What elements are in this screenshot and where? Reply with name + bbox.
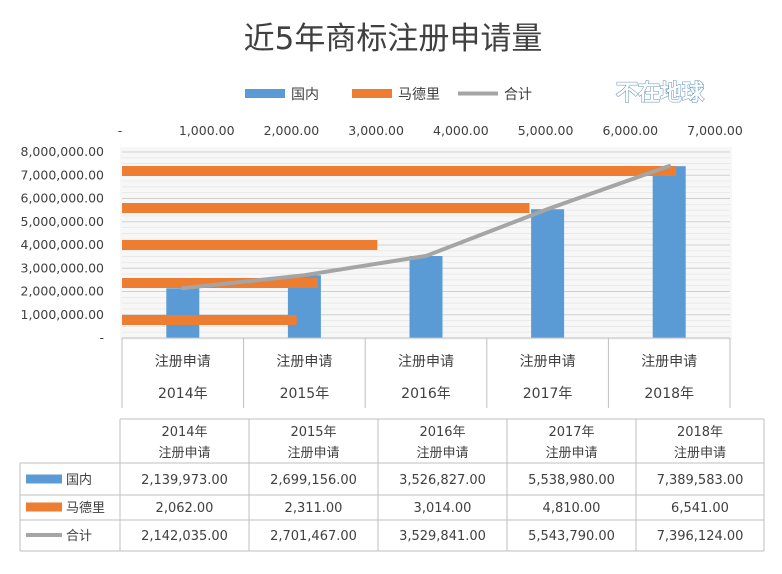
bar-madrid (122, 315, 297, 325)
table-row-label: 马德里 (66, 501, 105, 516)
y-tick-label: 7,000,000.00 (21, 167, 105, 182)
category-year: 2014年 (158, 386, 208, 402)
table-cell: 2,701,467.00 (270, 529, 357, 544)
category-label: 注册申请 (641, 354, 697, 370)
y-tick-label: 6,000,000.00 (21, 191, 105, 206)
column-domestic (531, 209, 565, 338)
table-header-year: 2014年 (161, 425, 207, 440)
table-cell: 2,062.00 (156, 501, 214, 516)
category-year: 2018年 (644, 386, 694, 402)
table-legend-key (26, 474, 62, 484)
table-cell: 7,389,583.00 (657, 473, 744, 488)
legend-label: 合计 (504, 87, 532, 103)
x2-tick-label: 4,000.00 (433, 123, 489, 138)
y-tick-label: 8,000,000.00 (21, 144, 105, 159)
table-cell: 6,541.00 (671, 501, 729, 516)
bar-madrid (122, 240, 378, 250)
y-tick-label: - (99, 330, 104, 345)
table-cell: 5,543,790.00 (528, 529, 615, 544)
table-header-label: 注册申请 (287, 446, 339, 461)
x2-tick-label: 1,000.00 (179, 123, 235, 138)
x2-tick-label: 6,000.00 (602, 123, 658, 138)
column-domestic (652, 166, 686, 338)
category-year: 2015年 (280, 386, 330, 402)
legend-swatch (245, 89, 285, 98)
category-year: 2016年 (401, 386, 451, 402)
category-label: 注册申请 (398, 354, 454, 370)
table-header-year: 2017年 (548, 425, 594, 440)
bar-madrid (122, 166, 677, 176)
y-tick-label: 5,000,000.00 (21, 214, 105, 229)
table-cell: 2,139,973.00 (141, 473, 228, 488)
category-year: 2017年 (523, 386, 573, 402)
legend: 国内 马德里 合计 (245, 87, 532, 103)
table-cell: 5,538,980.00 (528, 473, 615, 488)
line-total (180, 164, 672, 291)
table-cell: 2,311.00 (285, 501, 343, 516)
x2-tick-label: 7,000.00 (687, 123, 743, 138)
table-row-label: 国内 (66, 472, 92, 488)
table-header-year: 2018年 (677, 425, 723, 440)
column-domestic (409, 256, 443, 338)
table-cell: 3,529,841.00 (399, 529, 486, 544)
table-cell: 7,396,124.00 (657, 529, 744, 544)
category-label: 注册申请 (276, 354, 332, 370)
category-label: 注册申请 (520, 354, 576, 370)
y-tick-label: 4,000,000.00 (21, 237, 105, 252)
chart-title: 近5年商标注册申请量 (244, 21, 543, 57)
x2-tick-label: - (118, 123, 123, 138)
table-cell: 3,526,827.00 (399, 473, 486, 488)
y-tick-label: 3,000,000.00 (21, 260, 105, 275)
table-header-year: 2016年 (419, 425, 465, 440)
table-cell: 2,699,156.00 (270, 473, 357, 488)
legend-swatch (352, 89, 392, 98)
column-domestic (166, 288, 200, 338)
table-header-year: 2015年 (290, 425, 336, 440)
category-label: 注册申请 (155, 354, 211, 370)
table-cell: 3,014.00 (414, 501, 472, 516)
y-tick-label: 2,000,000.00 (21, 284, 105, 299)
legend-label: 马德里 (398, 87, 440, 103)
x2-tick-label: 5,000.00 (518, 123, 574, 138)
table-cell: 2,142,035.00 (141, 529, 228, 544)
x2-tick-label: 2,000.00 (264, 123, 320, 138)
bar-madrid (122, 203, 530, 213)
table-legend-key (26, 502, 62, 512)
legend-label: 国内 (291, 87, 319, 103)
table-header-label: 注册申请 (545, 446, 597, 461)
x2-tick-label: 3,000.00 (348, 123, 404, 138)
table-row-label: 合计 (66, 529, 92, 544)
watermark: 不在地球 (616, 80, 705, 106)
table-cell: 4,810.00 (543, 501, 601, 516)
table-header-label: 注册申请 (416, 446, 468, 461)
y-tick-label: 1,000,000.00 (21, 307, 105, 322)
table-header-label: 注册申请 (158, 446, 210, 461)
table-header-label: 注册申请 (674, 446, 726, 461)
